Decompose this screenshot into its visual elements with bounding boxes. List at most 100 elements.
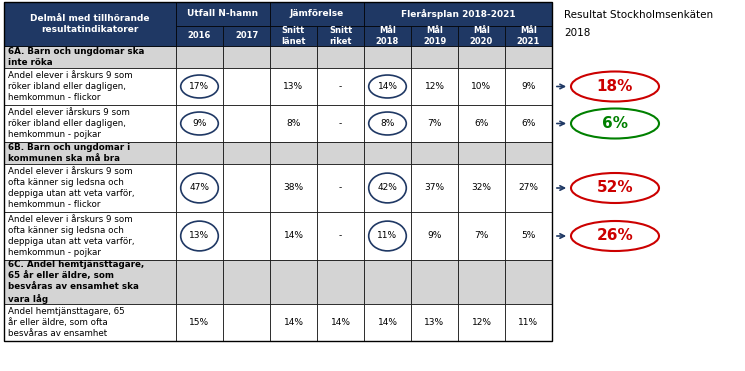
Text: 42%: 42% bbox=[378, 184, 397, 193]
Bar bbox=[223, 164, 270, 212]
Bar bbox=[223, 46, 270, 68]
Bar bbox=[223, 304, 270, 341]
Bar bbox=[364, 260, 411, 304]
Bar bbox=[505, 68, 552, 105]
Text: Mål
2018: Mål 2018 bbox=[376, 26, 399, 46]
Text: 27%: 27% bbox=[519, 184, 539, 193]
Bar bbox=[317, 164, 364, 212]
Bar bbox=[411, 212, 458, 260]
Text: 6B. Barn och ungdomar i
kommunen ska må bra: 6B. Barn och ungdomar i kommunen ska må … bbox=[8, 143, 130, 163]
Bar bbox=[176, 68, 223, 105]
Bar bbox=[176, 304, 223, 341]
Text: 9%: 9% bbox=[428, 232, 442, 240]
Text: 14%: 14% bbox=[331, 318, 350, 327]
Bar bbox=[411, 26, 458, 46]
Bar bbox=[4, 212, 176, 260]
Bar bbox=[270, 2, 364, 26]
Text: -: - bbox=[339, 232, 342, 240]
Bar bbox=[270, 212, 317, 260]
Bar bbox=[411, 105, 458, 142]
Text: 32%: 32% bbox=[472, 184, 492, 193]
Bar bbox=[4, 46, 176, 68]
Bar bbox=[270, 68, 317, 105]
Bar bbox=[223, 260, 270, 304]
Bar bbox=[411, 304, 458, 341]
Bar bbox=[4, 105, 176, 142]
Bar bbox=[317, 260, 364, 304]
Bar bbox=[270, 260, 317, 304]
Bar bbox=[4, 304, 176, 341]
Bar bbox=[411, 142, 458, 164]
Bar bbox=[4, 142, 176, 164]
Bar bbox=[270, 26, 317, 46]
Bar bbox=[317, 304, 364, 341]
Bar bbox=[223, 68, 270, 105]
Bar bbox=[458, 68, 505, 105]
Bar bbox=[4, 26, 176, 46]
Text: 7%: 7% bbox=[428, 119, 442, 128]
Text: 17%: 17% bbox=[189, 82, 209, 91]
Bar bbox=[270, 46, 317, 68]
Bar bbox=[458, 26, 505, 46]
Text: 2017: 2017 bbox=[235, 32, 258, 40]
Bar bbox=[458, 260, 505, 304]
Bar bbox=[176, 105, 223, 142]
Text: Andel elever i årskurs 9 som
röker ibland eller dagligen,
hemkommun - flickor: Andel elever i årskurs 9 som röker iblan… bbox=[8, 71, 133, 102]
Bar bbox=[364, 26, 411, 46]
Bar bbox=[223, 105, 270, 142]
Text: 10%: 10% bbox=[472, 82, 492, 91]
Text: 13%: 13% bbox=[425, 318, 445, 327]
Bar bbox=[317, 105, 364, 142]
Bar bbox=[505, 105, 552, 142]
Text: 2018: 2018 bbox=[564, 28, 590, 38]
Bar bbox=[270, 105, 317, 142]
Text: 12%: 12% bbox=[425, 82, 445, 91]
Text: Andel hemtjänsttagare, 65
år eller äldre, som ofta
besvåras av ensamhet: Andel hemtjänsttagare, 65 år eller äldre… bbox=[8, 307, 124, 338]
Bar bbox=[505, 26, 552, 46]
Text: Andel elever i årskurs 9 som
ofta känner sig ledsna och
deppiga utan att veta va: Andel elever i årskurs 9 som ofta känner… bbox=[8, 215, 135, 257]
Text: Mål
2020: Mål 2020 bbox=[470, 26, 493, 46]
Text: Utfall N-hamn: Utfall N-hamn bbox=[188, 10, 259, 19]
Bar bbox=[411, 164, 458, 212]
Bar bbox=[411, 46, 458, 68]
Bar bbox=[4, 68, 176, 105]
Bar bbox=[176, 46, 223, 68]
Bar bbox=[4, 2, 176, 46]
Text: Jämförelse: Jämförelse bbox=[290, 10, 344, 19]
Bar bbox=[270, 164, 317, 212]
Text: 38%: 38% bbox=[283, 184, 303, 193]
Bar bbox=[176, 260, 223, 304]
Bar bbox=[364, 212, 411, 260]
Text: Flerårsplan 2018-2021: Flerårsplan 2018-2021 bbox=[401, 9, 516, 19]
Bar bbox=[317, 68, 364, 105]
Text: Mål
2021: Mål 2021 bbox=[517, 26, 540, 46]
Bar bbox=[364, 105, 411, 142]
Text: 6A. Barn och ungdomar ska
inte röka: 6A. Barn och ungdomar ska inte röka bbox=[8, 47, 145, 67]
Bar bbox=[4, 260, 176, 304]
Bar bbox=[4, 2, 552, 26]
Text: 5%: 5% bbox=[522, 232, 536, 240]
Text: Delmål med tillhörande
resultatindikatorer: Delmål med tillhörande resultatindikator… bbox=[31, 14, 150, 34]
Text: 13%: 13% bbox=[189, 232, 209, 240]
Text: 14%: 14% bbox=[284, 232, 303, 240]
Bar bbox=[458, 142, 505, 164]
Bar bbox=[458, 105, 505, 142]
Bar bbox=[317, 142, 364, 164]
Text: 18%: 18% bbox=[597, 79, 633, 94]
Bar bbox=[317, 26, 364, 46]
Text: 14%: 14% bbox=[284, 318, 303, 327]
Bar bbox=[505, 260, 552, 304]
Text: 14%: 14% bbox=[378, 318, 398, 327]
Text: 13%: 13% bbox=[283, 82, 303, 91]
Text: Snitt
riket: Snitt riket bbox=[329, 26, 352, 46]
Text: Andel elever i årskurs 9 som
ofta känner sig ledsna och
deppiga utan att veta va: Andel elever i årskurs 9 som ofta känner… bbox=[8, 167, 135, 209]
Text: 7%: 7% bbox=[475, 232, 489, 240]
Text: 2016: 2016 bbox=[188, 32, 211, 40]
Bar bbox=[176, 212, 223, 260]
Text: 52%: 52% bbox=[597, 181, 633, 196]
Text: 6%: 6% bbox=[602, 116, 628, 131]
Bar bbox=[411, 260, 458, 304]
Bar bbox=[458, 212, 505, 260]
Bar bbox=[176, 164, 223, 212]
Text: 12%: 12% bbox=[472, 318, 492, 327]
